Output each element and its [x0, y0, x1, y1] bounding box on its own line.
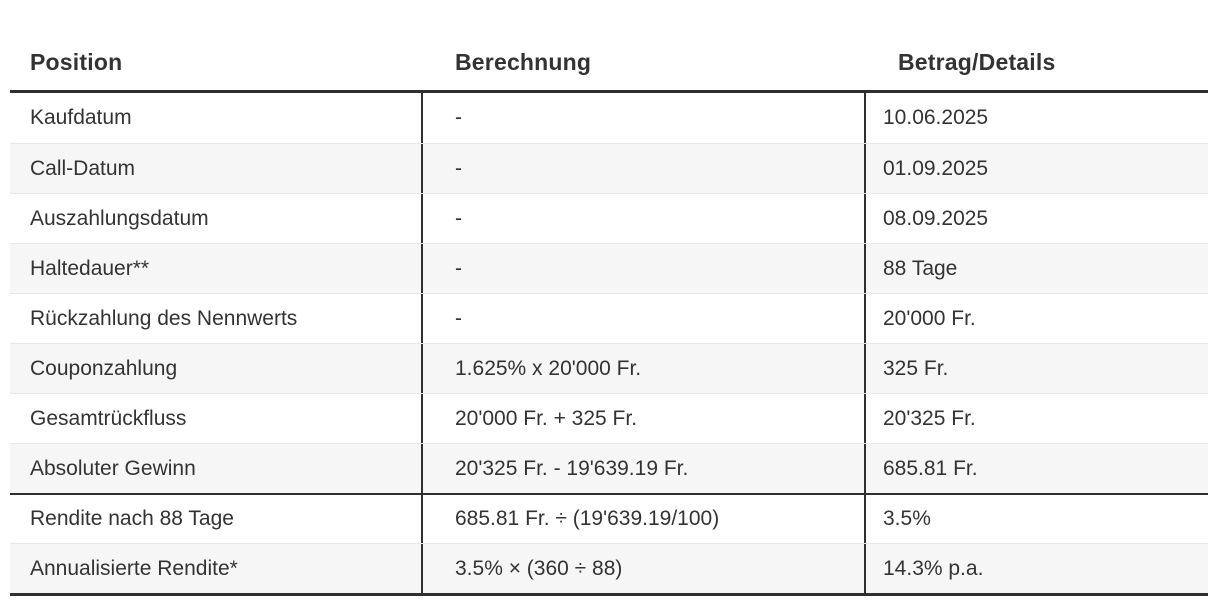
column-header-betrag-details: Betrag/Details — [898, 49, 1056, 75]
cell-position: Auszahlungsdatum — [30, 206, 209, 230]
column-header-position: Position — [30, 49, 123, 75]
cell-betrag: 10.06.2025 — [864, 93, 1208, 143]
cell-betrag: 325 Fr. — [864, 344, 1208, 393]
table-row: Rückzahlung des Nennwerts - 20'000 Fr. — [10, 293, 1208, 343]
table-row: Absoluter Gewinn 20'325 Fr. - 19'639.19 … — [10, 443, 1208, 493]
table-row: Couponzahlung 1.625% x 20'000 Fr. 325 Fr… — [10, 343, 1208, 393]
cell-position: Rendite nach 88 Tage — [30, 507, 234, 530]
cell-berechnung: 1.625% x 20'000 Fr. — [421, 344, 864, 393]
cell-berechnung: 685.81 Fr. ÷ (19'639.19/100) — [421, 495, 864, 543]
table-row: Rendite nach 88 Tage 685.81 Fr. ÷ (19'63… — [10, 493, 1208, 543]
cell-berechnung: - — [421, 294, 864, 343]
cell-betrag: 01.09.2025 — [864, 144, 1208, 193]
table-row: Kaufdatum - 10.06.2025 — [10, 93, 1208, 143]
cell-betrag: 08.09.2025 — [864, 194, 1208, 243]
cell-position: Haltedauer** — [30, 256, 150, 280]
cell-berechnung: - — [421, 244, 864, 293]
cell-position: Gesamtrückfluss — [30, 406, 187, 430]
cell-betrag: 3.5% — [864, 495, 1208, 543]
cell-betrag: 20'325 Fr. — [864, 394, 1208, 443]
cell-betrag: 88 Tage — [864, 244, 1208, 293]
cell-berechnung: - — [421, 194, 864, 243]
cell-position: Absoluter Gewinn — [30, 456, 196, 480]
calculation-table: Position Berechnung Betrag/Details Kaufd… — [10, 35, 1208, 596]
table-body: Kaufdatum - 10.06.2025 Call-Datum - 01.0… — [10, 93, 1208, 596]
table-row: Auszahlungsdatum - 08.09.2025 — [10, 193, 1208, 243]
cell-position: Rückzahlung des Nennwerts — [30, 306, 298, 330]
table-row: Haltedauer** - 88 Tage — [10, 243, 1208, 293]
cell-betrag: 685.81 Fr. — [864, 444, 1208, 493]
column-header-berechnung: Berechnung — [455, 49, 592, 75]
cell-berechnung: 20'000 Fr. + 325 Fr. — [421, 394, 864, 443]
table-row: Annualisierte Rendite* 3.5% × (360 ÷ 88)… — [10, 543, 1208, 593]
cell-berechnung: 3.5% × (360 ÷ 88) — [421, 544, 864, 593]
cell-position: Annualisierte Rendite* — [30, 556, 238, 580]
cell-betrag: 20'000 Fr. — [864, 294, 1208, 343]
cell-betrag: 14.3% p.a. — [864, 544, 1208, 593]
table-row: Call-Datum - 01.09.2025 — [10, 143, 1208, 193]
table-header-row: Position Berechnung Betrag/Details — [10, 35, 1208, 93]
cell-position: Call-Datum — [30, 156, 136, 180]
cell-position: Kaufdatum — [30, 106, 132, 129]
cell-berechnung: 20'325 Fr. - 19'639.19 Fr. — [421, 444, 864, 493]
table-row: Gesamtrückfluss 20'000 Fr. + 325 Fr. 20'… — [10, 393, 1208, 443]
cell-position: Couponzahlung — [30, 356, 178, 380]
cell-berechnung: - — [421, 93, 864, 143]
cell-berechnung: - — [421, 144, 864, 193]
